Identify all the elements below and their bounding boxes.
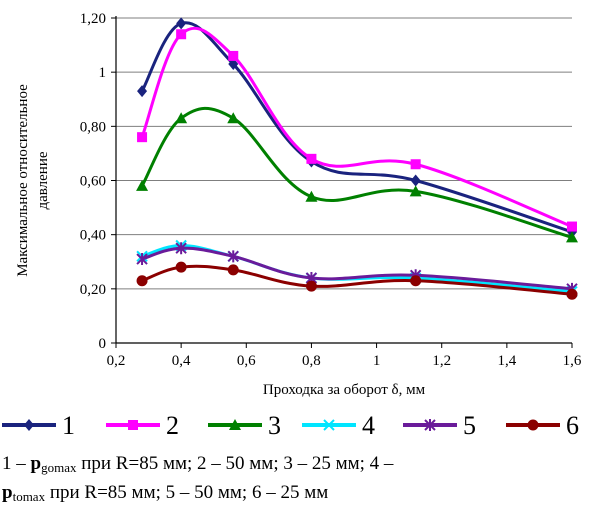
legend-item-6: 6	[506, 411, 579, 440]
x-tick-label: 0,4	[172, 353, 191, 369]
y-tick-labels: 0 0,20 0,40 0,60 0,80 1 1,20	[80, 11, 106, 352]
y-tick-label: 0,80	[80, 119, 106, 135]
y-tick-label: 0,40	[80, 228, 106, 244]
legend-label: 2	[166, 411, 179, 440]
data-point	[175, 242, 187, 255]
x-tick-label: 0,2	[107, 353, 126, 369]
series-lines	[136, 17, 578, 300]
caption-line-1: 1 – pgomax при R=85 мм; 2 – 50 мм; 3 – 2…	[2, 453, 594, 475]
x-tick-label: 1,4	[497, 353, 516, 369]
data-point	[136, 179, 149, 191]
data-point	[227, 112, 240, 124]
series-2	[137, 26, 577, 232]
x-axis-title: Проходка за оборот δ, мм	[263, 382, 426, 398]
data-point	[527, 419, 539, 431]
legend-label: 3	[268, 411, 281, 440]
series-line	[141, 264, 573, 296]
y-tick-label: 1	[99, 65, 107, 81]
y-tick-label: 0	[99, 336, 107, 352]
data-point	[228, 50, 239, 61]
legend-label: 4	[362, 411, 375, 440]
caption-prefix: 1 –	[2, 453, 31, 474]
legend-label: 5	[463, 411, 476, 440]
legend-item-4: 4	[302, 411, 375, 440]
legend-item-3: 3	[208, 411, 281, 440]
legend: 1 2 3 4 5 6	[2, 411, 579, 440]
data-point	[227, 250, 239, 263]
data-point	[410, 174, 421, 187]
caption-line-2: ptomax при R=85 мм; 5 – 50 мм; 6 – 25 мм	[2, 482, 594, 504]
data-point	[176, 29, 187, 40]
data-point	[305, 280, 317, 292]
data-point	[176, 17, 187, 30]
legend-item-5: 5	[403, 411, 476, 440]
data-point	[24, 419, 34, 431]
gridlines	[116, 17, 572, 290]
data-point	[306, 153, 317, 164]
subscript-tomax: tomax	[12, 489, 46, 504]
p-symbol: p	[30, 453, 42, 474]
y-tick-label: 0,20	[80, 282, 106, 298]
x-tick-labels: 0,2 0,4 0,6 0,8 1 1,2 1,4 1,6	[107, 353, 582, 369]
data-point	[566, 231, 578, 243]
data-point	[227, 264, 239, 276]
series-line	[140, 21, 573, 234]
axes	[111, 16, 573, 348]
y-axis-title: Максимальное относительное давление	[15, 84, 51, 277]
subscript-gomax: gomax	[41, 460, 77, 475]
data-point	[228, 58, 239, 71]
x-tick-label: 0,8	[302, 353, 321, 369]
data-point	[323, 419, 335, 431]
series-6	[136, 261, 578, 300]
legend-item-2: 2	[106, 411, 179, 440]
data-point	[137, 85, 148, 98]
data-point	[136, 253, 148, 266]
legend-label: 6	[566, 411, 579, 440]
y-axis-title-line: Максимальное относительное	[15, 84, 31, 277]
data-point	[128, 420, 138, 430]
y-tick-label: 0,60	[80, 174, 106, 190]
p-symbol-2: p	[2, 482, 13, 503]
data-point	[175, 261, 187, 273]
data-point	[567, 221, 577, 232]
data-point	[137, 132, 148, 143]
caption-mid: при R=85 мм; 2 – 50 мм; 3 – 25 мм; 4 –	[76, 453, 394, 474]
data-point	[410, 275, 422, 287]
caption-rest: при R=85 мм; 5 – 50 мм; 6 – 25 мм	[45, 482, 329, 503]
legend-label: 1	[62, 411, 75, 440]
data-point	[424, 419, 436, 431]
data-point	[305, 190, 318, 202]
x-tick-label: 1	[373, 353, 381, 369]
data-point	[229, 419, 241, 430]
y-tick-label: 1,20	[80, 11, 106, 27]
data-point	[566, 288, 578, 300]
chart: Максимальное относительное давление 00,20…	[2, 11, 582, 440]
data-point	[410, 159, 421, 170]
data-point	[136, 275, 148, 287]
series-3	[136, 106, 578, 243]
data-point	[409, 185, 422, 197]
x-tick-label: 1,6	[563, 353, 582, 369]
x-tick-label: 0,6	[237, 353, 256, 369]
legend-item-1: 1	[2, 411, 75, 440]
y-axis-title-line: давление	[35, 151, 51, 209]
x-tick-label: 1,2	[432, 353, 451, 369]
series-1	[137, 17, 577, 238]
data-point	[175, 112, 188, 124]
